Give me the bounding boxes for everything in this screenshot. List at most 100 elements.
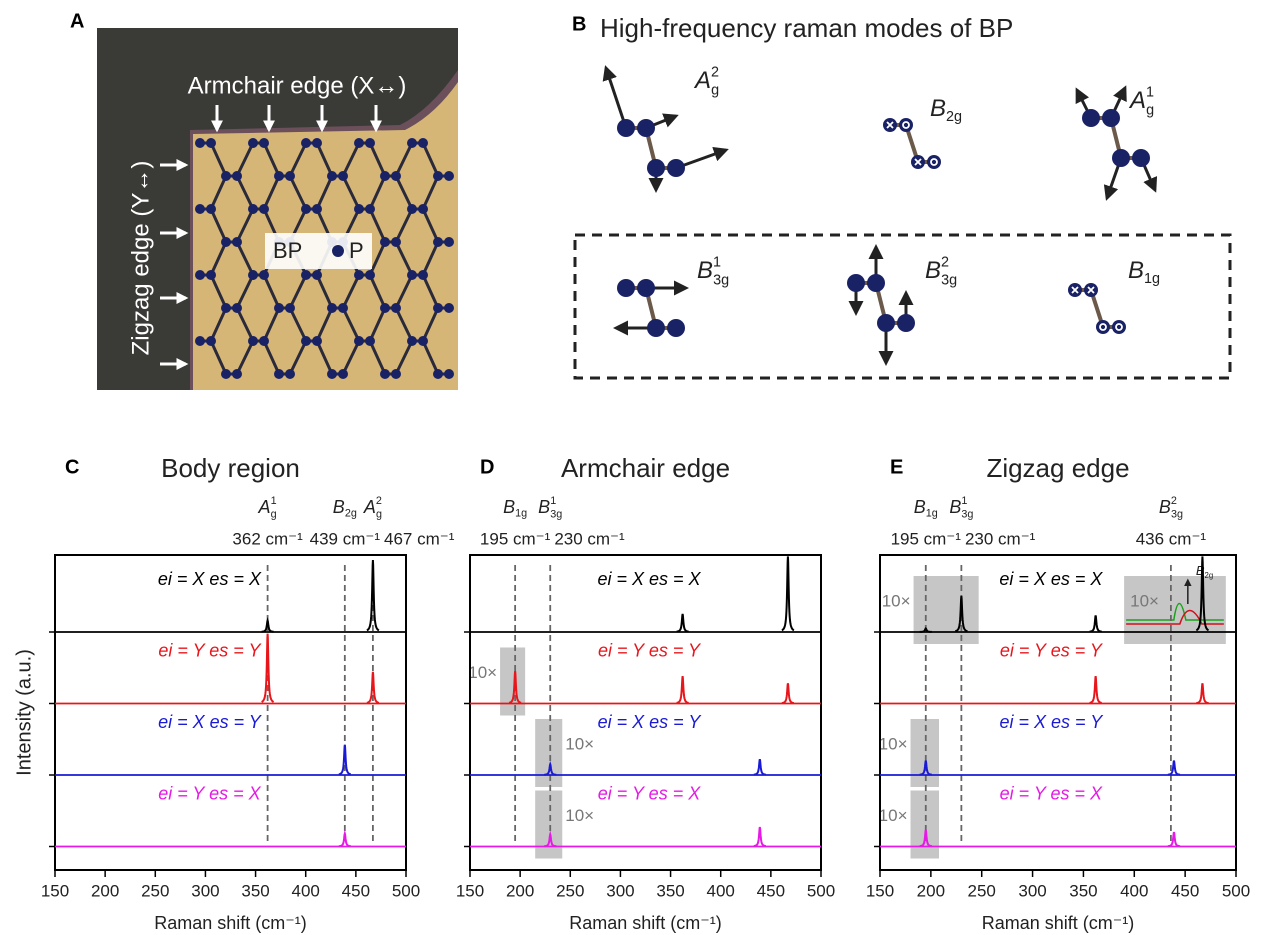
mode-sub: 3g (713, 272, 729, 288)
atom (407, 138, 417, 148)
bond (235, 307, 255, 342)
bond (262, 142, 281, 177)
mode-label: B2 3g (1159, 495, 1183, 521)
atom (274, 171, 284, 181)
atom (327, 303, 337, 313)
bond (235, 340, 255, 375)
mode-sup: 2 (376, 495, 382, 507)
bond (421, 274, 440, 309)
mode-label: B1 3g (697, 254, 729, 288)
atom (206, 138, 216, 148)
atom (418, 336, 428, 346)
x-axis-label: Raman shift (cm⁻¹) (154, 913, 307, 933)
marker-label: 467 cm⁻¹ (384, 529, 455, 548)
bond (394, 175, 414, 210)
atom (259, 138, 269, 148)
bond (394, 208, 414, 243)
mode-sup: 1 (961, 495, 967, 507)
mode-sub: 3g (550, 508, 562, 520)
peak (261, 617, 274, 633)
peak (508, 670, 522, 704)
atom (195, 270, 205, 280)
atom (637, 119, 655, 137)
atom (259, 270, 269, 280)
mode-sup: 2 (711, 64, 719, 80)
peak (366, 559, 380, 632)
atom (301, 270, 311, 280)
series-label: ei = Y es = Y (1000, 640, 1104, 660)
x-tick-label: 500 (1222, 881, 1250, 900)
marker-label: 195 cm⁻¹ (480, 529, 551, 548)
into-page (1071, 286, 1079, 294)
peak (1195, 556, 1210, 632)
bond (288, 274, 308, 309)
mode-symbol: B (914, 497, 926, 517)
atom (1102, 109, 1120, 127)
bond (235, 241, 255, 276)
mode-sup: 1 (271, 495, 277, 507)
atom (617, 119, 635, 137)
peak (1167, 831, 1181, 848)
bond (209, 241, 228, 276)
atom (407, 270, 417, 280)
atom (195, 336, 205, 346)
mode-sub: g (711, 82, 719, 98)
peak (919, 760, 932, 776)
mode-symbol: A (1128, 87, 1146, 114)
atom (221, 369, 231, 379)
x-tick-label: 150 (456, 881, 484, 900)
bond (315, 340, 334, 375)
atom (407, 204, 417, 214)
into-page (886, 121, 894, 129)
bond (315, 175, 334, 210)
mode-sub: 1g (926, 507, 938, 519)
mode-label: B1g (503, 497, 527, 520)
bond (209, 208, 228, 243)
dashed-box (573, 233, 1232, 380)
chart: C Body region 150 200 250 300 350 400 450 500 Rama… (13, 453, 454, 933)
atom (927, 155, 941, 169)
atom (312, 138, 322, 148)
mode-label: A2 g (693, 64, 719, 98)
peak (338, 744, 352, 776)
atom (433, 237, 443, 247)
peak (544, 830, 557, 848)
mode-symbol: B (1159, 497, 1171, 517)
bond (235, 175, 255, 210)
inset-label: 10× (879, 734, 908, 753)
bond (368, 307, 387, 342)
mode-label: B1 3g (949, 495, 973, 521)
atom (248, 270, 258, 280)
atom (206, 270, 216, 280)
series-label: ei = Y es = X (598, 783, 701, 803)
atom (195, 204, 205, 214)
atom (232, 303, 242, 313)
mode-symbol: A (693, 67, 711, 94)
marker-label: 230 cm⁻¹ (554, 529, 625, 548)
x-tick-label: 200 (91, 881, 119, 900)
inset-label: 10× (879, 806, 908, 825)
atom (1082, 109, 1100, 127)
atom (354, 270, 364, 280)
atom (301, 204, 311, 214)
inset-label: 10× (1130, 591, 1159, 610)
mode-sup: 1 (713, 254, 721, 270)
atom (365, 270, 375, 280)
mode-sup: 2 (1171, 495, 1177, 507)
atom (380, 171, 390, 181)
atom (637, 279, 655, 297)
inset-box (910, 719, 939, 787)
panel-letter: D (480, 456, 494, 478)
bond (421, 175, 440, 210)
mode-symbol: B (930, 95, 946, 122)
mode-label: B1g (1128, 257, 1160, 287)
x-axis-label: Raman shift (cm⁻¹) (982, 913, 1135, 933)
atom (365, 138, 375, 148)
chart-title: Body region (161, 453, 300, 483)
inset-label: 10× (882, 591, 911, 610)
atom (354, 138, 364, 148)
atom (617, 279, 635, 297)
atom (259, 336, 269, 346)
x-tick-label: 300 (1018, 881, 1046, 900)
